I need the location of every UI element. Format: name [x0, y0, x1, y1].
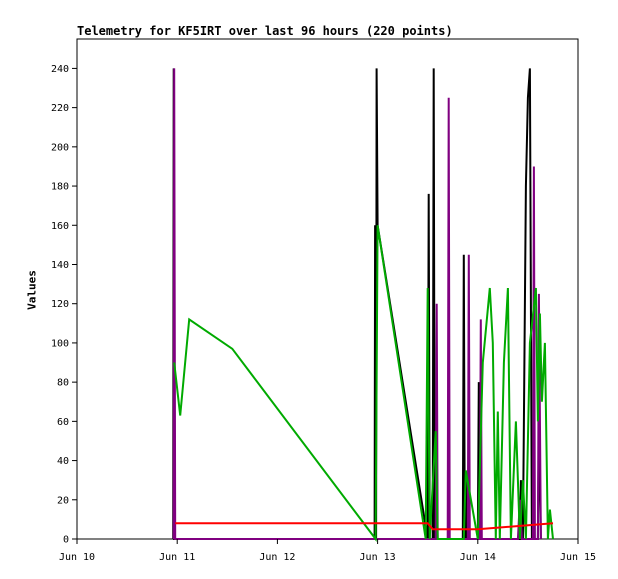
y-tick-label: 20	[57, 495, 69, 506]
x-tick-label: Jun 10	[59, 552, 95, 563]
x-tick-label: Jun 14	[460, 552, 496, 563]
y-tick-label: 220	[51, 103, 69, 114]
x-tick-label: Jun 12	[259, 552, 295, 563]
chart-title: Telemetry for KF5IRT over last 96 hours …	[77, 24, 453, 38]
y-tick-label: 120	[51, 299, 69, 310]
y-tick-label: 100	[51, 338, 69, 349]
x-tick-label: Jun 11	[159, 552, 195, 563]
y-tick-label: 80	[57, 378, 69, 389]
y-tick-label: 0	[63, 535, 69, 546]
series-line-3	[175, 522, 554, 531]
x-tick-label: Jun 13	[360, 552, 396, 563]
plot-area	[76, 38, 579, 540]
y-tick-label: 40	[57, 456, 69, 467]
x-axis-ticks: Jun 10 Jun 11 Jun 12 Jun 13 Jun 14 Jun 15	[59, 539, 596, 563]
series-line-1	[172, 68, 542, 540]
y-tick-label: 140	[51, 260, 69, 271]
series-layer	[172, 68, 554, 542]
y-tick-label: 200	[51, 142, 69, 153]
x-tick-label: Jun 15	[560, 552, 596, 563]
y-tick-label: 160	[51, 221, 69, 232]
y-axis-ticks: 0 20 40 60 80 100 120 140 160 180 200 220 240	[51, 64, 77, 546]
y-tick-label: 240	[51, 64, 69, 75]
series-line-2	[173, 225, 554, 542]
y-tick-label: 180	[51, 182, 69, 193]
y-tick-label: 60	[57, 417, 69, 428]
